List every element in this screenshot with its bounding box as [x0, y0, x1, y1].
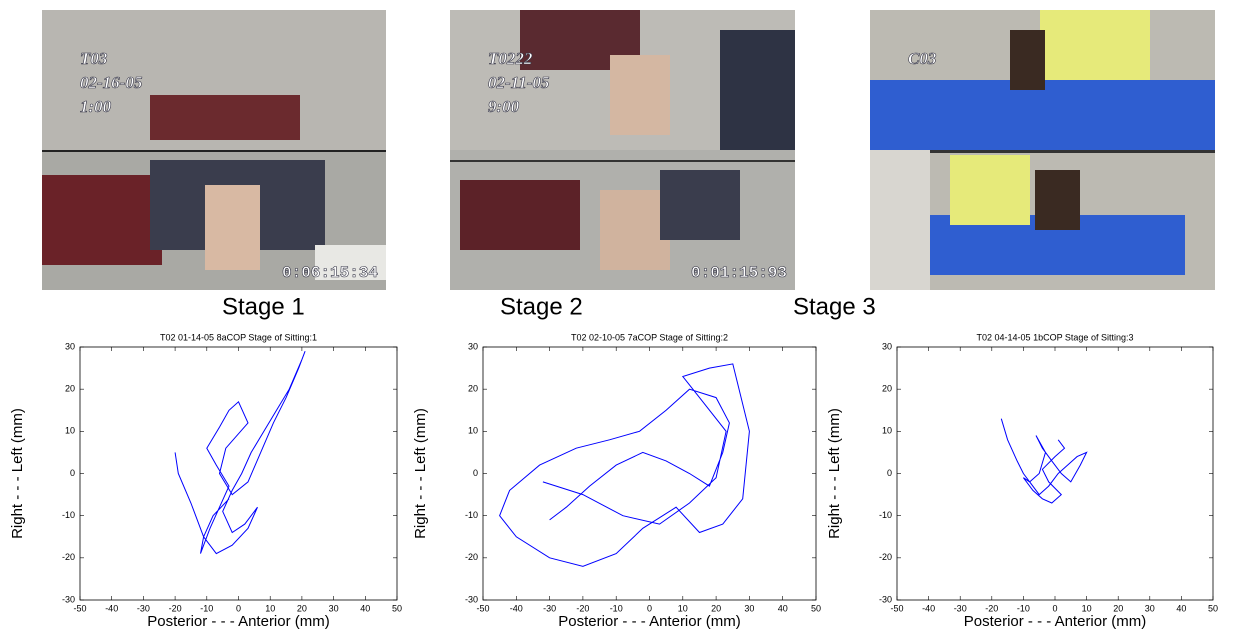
- x-tick-label: -10: [200, 603, 213, 613]
- x-tick-label: 20: [297, 603, 307, 613]
- y-tick-label: -30: [879, 594, 892, 604]
- y-tick-label: 10: [468, 426, 478, 436]
- y-tick-label: 30: [65, 341, 75, 351]
- x-tick-label: -30: [137, 603, 150, 613]
- photo-overlay: 1:00: [80, 97, 112, 116]
- x-tick-label: 10: [265, 603, 275, 613]
- y-tick-label: -30: [62, 594, 75, 604]
- cop-trace: [174, 351, 306, 555]
- x-tick-label: -20: [576, 603, 589, 613]
- y-axis-label: Right - - - Left (mm): [412, 408, 429, 539]
- photo: [42, 10, 386, 290]
- y-tick-label: -20: [879, 552, 892, 562]
- photo-overlay: 02-11-05: [488, 73, 550, 92]
- x-axis-label: Posterior - - - Anterior (mm): [558, 613, 741, 630]
- x-tick-label: 40: [778, 603, 788, 613]
- y-tick-label: -20: [62, 552, 75, 562]
- x-tick-label: 40: [1176, 603, 1186, 613]
- y-axis-label: Right - - - Left (mm): [9, 408, 26, 539]
- x-tick-label: -30: [543, 603, 556, 613]
- y-tick-label: 0: [70, 468, 75, 478]
- y-tick-label: -10: [879, 510, 892, 520]
- x-tick-label: 50: [1208, 603, 1218, 613]
- photo-overlay: T0222: [488, 49, 533, 68]
- y-axis-label: Right - - - Left (mm): [826, 408, 843, 539]
- x-tick-label: 50: [392, 603, 402, 613]
- x-tick-label: 50: [811, 603, 821, 613]
- chart-title: T02 02-10-05 7aCOP Stage of Sitting:2: [571, 332, 728, 342]
- y-tick-label: 20: [468, 384, 478, 394]
- photo-overlay: T03: [80, 49, 108, 68]
- y-tick-label: 20: [65, 384, 75, 394]
- y-tick-label: 0: [473, 468, 478, 478]
- stage-caption: Stage 1: [222, 293, 305, 320]
- chart-title: T02 04-14-05 1bCOP Stage of Sitting:3: [977, 332, 1134, 342]
- x-tick-label: 0: [647, 603, 652, 613]
- x-tick-label: -40: [922, 603, 935, 613]
- x-tick-label: 0: [236, 603, 241, 613]
- x-tick-label: 20: [1113, 603, 1123, 613]
- cop-trace: [1000, 418, 1088, 504]
- x-tick-label: 30: [1145, 603, 1155, 613]
- y-tick-label: 20: [882, 384, 892, 394]
- x-tick-label: 40: [360, 603, 370, 613]
- x-tick-label: -50: [476, 603, 489, 613]
- x-tick-label: -20: [985, 603, 998, 613]
- x-tick-label: -50: [73, 603, 86, 613]
- y-tick-label: -10: [62, 510, 75, 520]
- photo: [450, 10, 795, 290]
- stage-caption: Stage 3: [793, 293, 876, 320]
- y-tick-label: 30: [468, 341, 478, 351]
- photo-overlay: C03: [908, 49, 937, 68]
- y-tick-label: 30: [882, 341, 892, 351]
- photo-timecode: 0:01:15:93: [691, 264, 787, 282]
- y-tick-label: -10: [465, 510, 478, 520]
- x-axis-label: Posterior - - - Anterior (mm): [964, 613, 1147, 630]
- x-tick-label: 10: [678, 603, 688, 613]
- photo-overlay: 9:00: [488, 97, 520, 116]
- x-tick-label: -10: [610, 603, 623, 613]
- y-tick-label: -30: [465, 594, 478, 604]
- y-tick-label: 0: [887, 468, 892, 478]
- photo-timecode: 0:06:15:34: [282, 264, 378, 282]
- plot-frame: [896, 346, 1214, 601]
- x-tick-label: -20: [169, 603, 182, 613]
- x-tick-label: -50: [890, 603, 903, 613]
- x-tick-label: 30: [329, 603, 339, 613]
- stage-caption: Stage 2: [500, 293, 583, 320]
- x-tick-label: 30: [744, 603, 754, 613]
- x-tick-label: 20: [711, 603, 721, 613]
- cop-trace: [499, 363, 750, 567]
- plot-frame: [79, 346, 398, 601]
- x-tick-label: 10: [1082, 603, 1092, 613]
- x-axis-label: Posterior - - - Anterior (mm): [147, 613, 330, 630]
- x-tick-label: -40: [105, 603, 118, 613]
- y-tick-label: 10: [65, 426, 75, 436]
- x-tick-label: -30: [954, 603, 967, 613]
- x-tick-label: -40: [510, 603, 523, 613]
- y-tick-label: -20: [465, 552, 478, 562]
- plot-frame: [482, 346, 817, 601]
- photo: [870, 10, 1215, 290]
- chart-title: T02 01-14-05 8aCOP Stage of Sitting:1: [160, 332, 317, 342]
- x-tick-label: 0: [1052, 603, 1057, 613]
- x-tick-label: -10: [1017, 603, 1030, 613]
- photo-overlay: 02-16-05: [80, 73, 143, 92]
- y-tick-label: 10: [882, 426, 892, 436]
